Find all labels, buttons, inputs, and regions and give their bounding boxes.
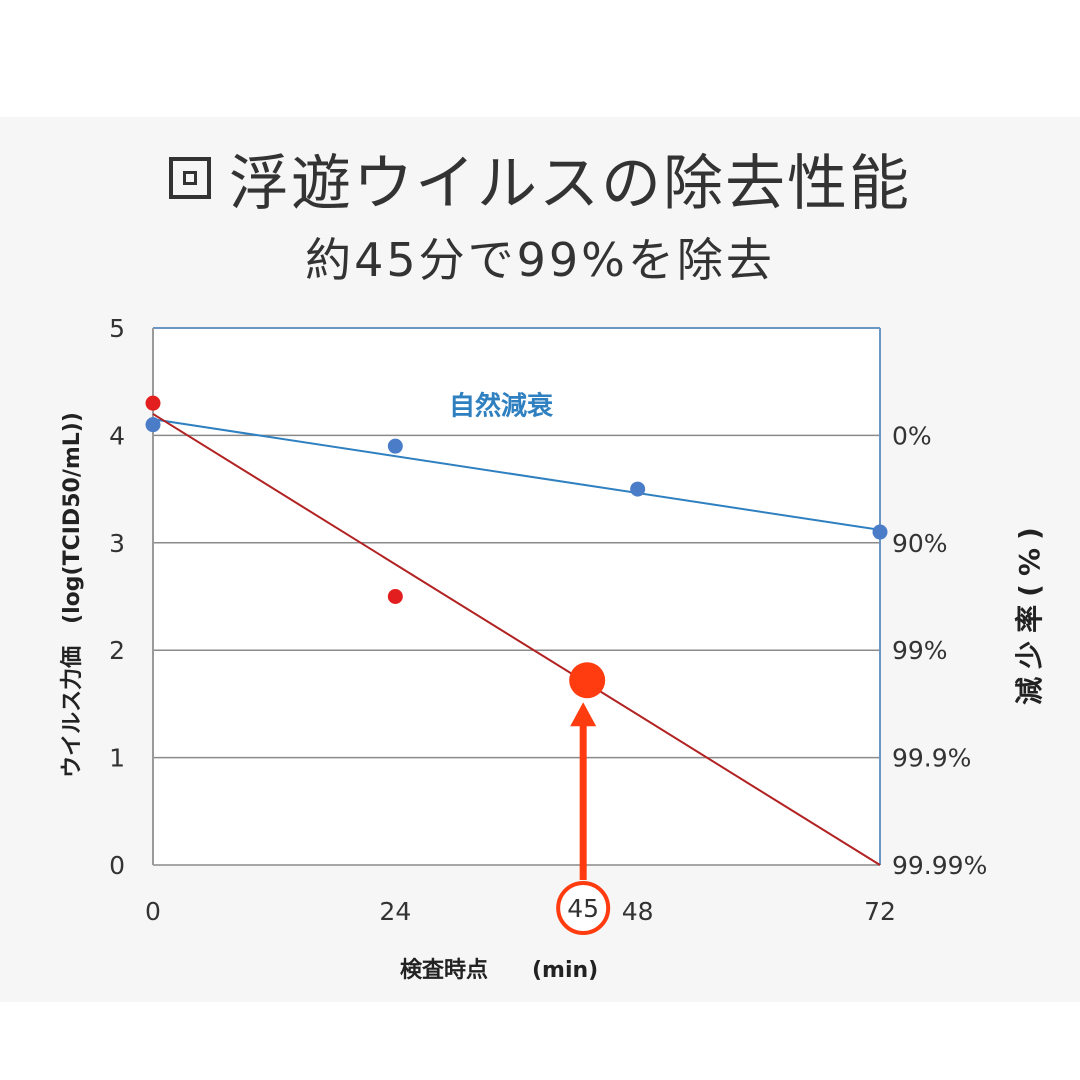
y-tick-label-1: 1: [109, 744, 125, 773]
x-tick-label-24: 24: [379, 897, 411, 926]
right-tick-label-0: 0%: [892, 421, 932, 450]
chart-title: 浮遊ウイルスの除去性能: [0, 138, 1080, 219]
highlight-label-circle: [556, 881, 611, 935]
series-0-label: 自然減衰: [449, 390, 554, 421]
y-tick-label-2: 2: [109, 636, 125, 665]
y-tick-label-3: 3: [109, 529, 125, 558]
chart-subtitle: 約45分で99%を除去: [305, 233, 775, 287]
series-1-point-0: [145, 395, 161, 411]
x-tick-label-72: 72: [864, 897, 896, 926]
y-tick-label-4: 4: [109, 421, 125, 450]
series-0-point-3: [872, 524, 888, 540]
x-axis-title: 検査時点 (min): [400, 958, 599, 983]
x-tick-label-48: 48: [622, 897, 654, 926]
series-0-line: [152, 418, 881, 531]
highlight-arrow-head: [570, 702, 597, 727]
y-tick-label-0: 0: [109, 851, 125, 880]
series-1-line: [152, 413, 881, 866]
y-tick-label-5: 5: [109, 314, 125, 343]
right-tick-label-3: 99.9%: [892, 744, 971, 773]
right-tick-label-1: 90%: [892, 529, 948, 558]
square-box-icon: [169, 157, 211, 199]
right-tick-label-2: 99%: [892, 636, 948, 665]
highlight-point: [569, 662, 606, 699]
series-0-point-1: [387, 438, 403, 454]
series-0-point-0: [145, 417, 161, 433]
plot-area: [153, 328, 880, 865]
series-0-point-2: [630, 481, 646, 497]
highlight-label: 45: [567, 894, 599, 923]
x-tick-label-0: 0: [145, 897, 161, 926]
right-tick-label-4: 99.99%: [892, 851, 987, 880]
series-1-point-1: [387, 589, 403, 604]
chart-title-text: 浮遊ウイルスの除去性能: [229, 148, 911, 219]
